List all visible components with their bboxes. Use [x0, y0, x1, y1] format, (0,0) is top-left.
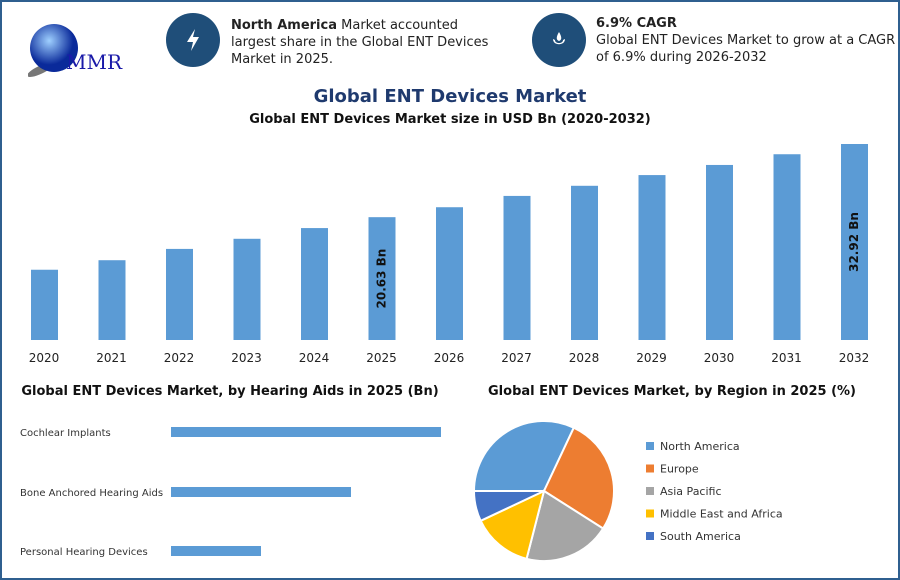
legend-label: South America	[660, 530, 741, 543]
hearing-aids-bar-chart: Cochlear Implants Bone Anchored Hearing A…	[20, 427, 441, 558]
data-label: 20.63 Bn	[375, 249, 389, 309]
bar-2025	[368, 217, 396, 340]
bar-2026	[436, 207, 463, 340]
logo: MMR	[27, 18, 138, 78]
bar-2023	[233, 238, 261, 340]
svg-text:MMR: MMR	[66, 50, 123, 74]
bar-bone-anchored-hearing-aids	[171, 487, 351, 497]
legend-swatch	[646, 532, 654, 540]
legend-label: Middle East and Africa	[660, 508, 783, 521]
legend-swatch	[646, 464, 654, 473]
x-tick-label: 2023	[231, 351, 262, 365]
x-tick-label: 2030	[704, 351, 735, 365]
bar-personal-hearing-devices	[171, 546, 261, 556]
x-tick-label: 2025	[366, 351, 397, 365]
info-north-america: North America Market accounted largest s…	[231, 18, 489, 67]
bar-2022	[166, 248, 193, 340]
x-tick-label: 2029	[636, 351, 667, 365]
bar-2031	[773, 154, 801, 340]
legend-label: Europe	[660, 463, 699, 476]
x-tick-label: 2024	[299, 351, 330, 365]
x-tick-label: 2028	[569, 351, 600, 365]
category-label: Personal Hearing Devices	[20, 547, 148, 558]
x-tick-label: 2031	[771, 351, 802, 365]
bar-2032	[841, 144, 868, 340]
data-label: 32.92 Bn	[847, 212, 861, 272]
x-tick-label: 2020	[29, 351, 60, 365]
region-pie-chart: North America Europe Asia Pacific Middle Ea…	[472, 420, 783, 562]
bar-2021	[98, 260, 126, 340]
x-tick-label: 2021	[96, 351, 127, 365]
legend-label: North America	[660, 440, 740, 453]
bar-2020	[31, 269, 58, 340]
bar-cochlear-implants	[171, 427, 441, 437]
slice-middle-east-and-africa	[479, 489, 546, 561]
slice-europe	[542, 426, 615, 530]
info-cagr: 6.9% CAGR Global ENT Devices Market to gr…	[596, 16, 896, 65]
bar-chart-title: Global ENT Devices Market size in USD Bn…	[249, 112, 651, 127]
main-title: Global ENT Devices Market	[313, 86, 587, 107]
slice-north-america	[472, 420, 576, 492]
market-size-bar-chart: 2020 2021 2022 2023 2024 2025 20.63 Bn 2026 2027…	[29, 144, 870, 365]
category-label: Cochlear Implants	[20, 428, 111, 439]
x-tick-label: 2027	[501, 351, 532, 365]
bar-2029	[638, 175, 666, 340]
legend-swatch	[646, 487, 654, 495]
x-tick-label: 2026	[434, 351, 465, 365]
x-tick-label: 2022	[164, 351, 195, 365]
lightning-icon	[166, 13, 220, 67]
slice-asia-pacific	[525, 489, 605, 562]
legend-swatch	[646, 442, 654, 450]
drop-hand-icon	[532, 13, 586, 67]
slice-south-america	[472, 490, 545, 523]
bar-2024	[301, 228, 328, 340]
region-chart-title: Global ENT Devices Market, by Region in …	[488, 384, 856, 399]
bar-2028	[571, 185, 598, 340]
bar-2027	[503, 195, 531, 340]
bar-2030	[706, 164, 733, 340]
x-tick-label: 2032	[839, 351, 870, 365]
hearing-chart-title: Global ENT Devices Market, by Hearing Ai…	[21, 384, 439, 399]
legend-swatch	[646, 509, 654, 518]
legend-label: Asia Pacific	[660, 485, 722, 498]
category-label: Bone Anchored Hearing Aids	[20, 488, 163, 499]
